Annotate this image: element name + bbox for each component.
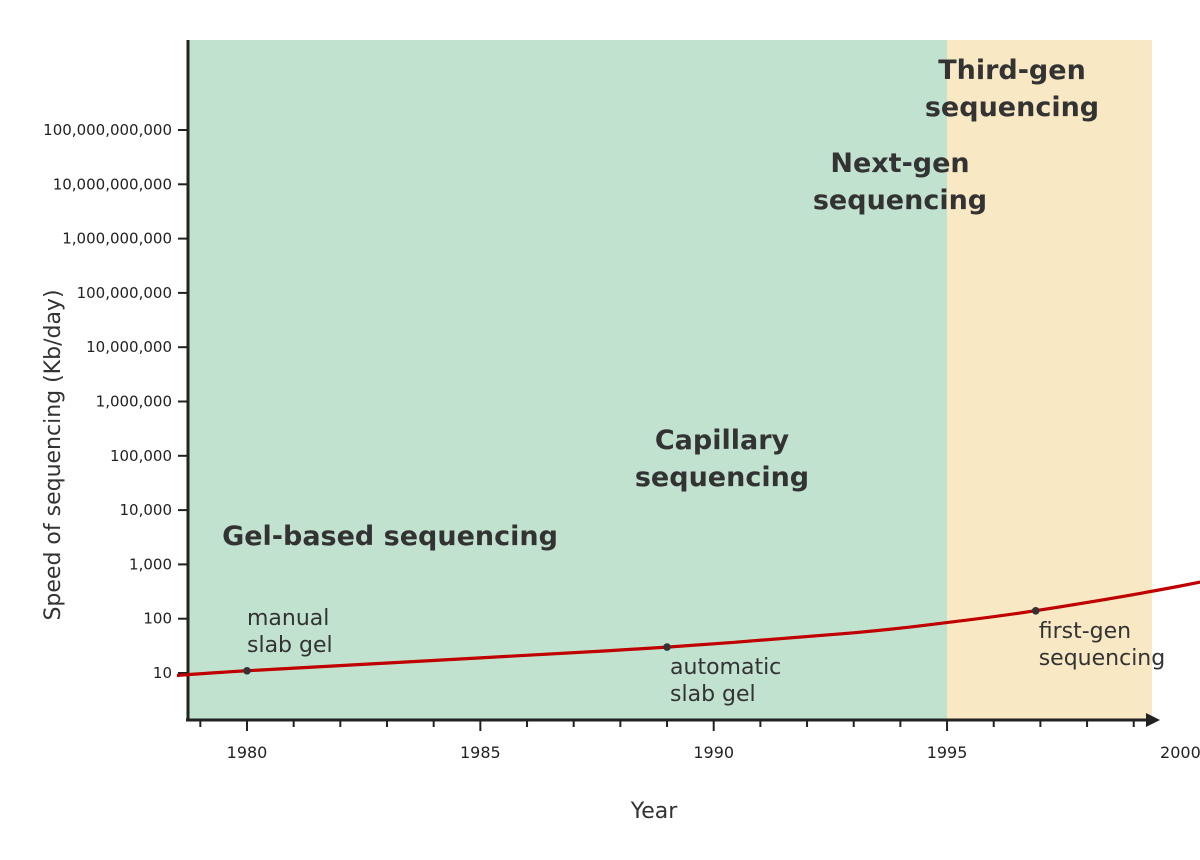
x-axis-title: Year [630,799,679,824]
era-label: Capillary [655,425,790,456]
y-tick-label: 1,000,000,000 [62,230,172,248]
milestone-dot [663,643,671,651]
era-label: sequencing [635,462,809,493]
x-axis-ticks: 19801985199019952000200520102015 [199,720,1200,762]
milestone-dot [243,666,251,675]
era-label: Gel-based sequencing [222,521,558,552]
y-tick-label: 100,000 [110,447,172,465]
milestone-label: first-gen [1039,619,1131,644]
era-label: sequencing [813,185,987,216]
x-tick-label: 1995 [927,743,968,762]
y-tick-label: 100 [143,610,172,628]
y-tick-label: 1,000 [129,555,172,573]
milestone-label: slab gel [670,682,756,707]
milestone-label: manual [247,606,329,631]
y-tick-label: 100,000,000 [77,284,172,302]
era-label: Third-gen [938,55,1086,86]
era-label: sequencing [925,92,1099,123]
y-tick-label: 1,000,000 [96,393,172,411]
milestone-dot [1031,606,1040,615]
era-label: Next-gen [830,148,969,179]
x-tick-label: 1985 [460,743,501,762]
y-tick-label: 10,000,000 [86,338,172,356]
era-band [947,40,1152,720]
y-tick-label: 10,000,000,000 [53,175,172,193]
era-band [188,40,948,720]
x-axis-arrow-icon [1146,713,1160,727]
y-axis-title: Speed of sequencing (Kb/day) [41,289,66,620]
x-tick-label: 1990 [693,743,734,762]
y-tick-label: 100,000,000,000 [43,121,172,139]
y-tick-label: 10,000 [120,501,173,519]
x-tick-label: 1980 [227,743,268,762]
milestone-label: sequencing [1039,646,1166,671]
milestone-label: slab gel [247,633,333,658]
milestone-label: automatic [670,655,781,680]
x-tick-label: 2000 [1160,743,1200,762]
trend-lines [176,580,1200,678]
series-line-solid [176,580,1200,678]
era-labels: Gel-based sequencing Capillary sequencing N… [222,55,1099,552]
y-axis-ticks: 10 100 1,000 10,000 100,000 1,000,000 10,000,0… [43,121,188,682]
y-tick-label: 10 [153,664,172,682]
era-bands [188,40,1152,720]
